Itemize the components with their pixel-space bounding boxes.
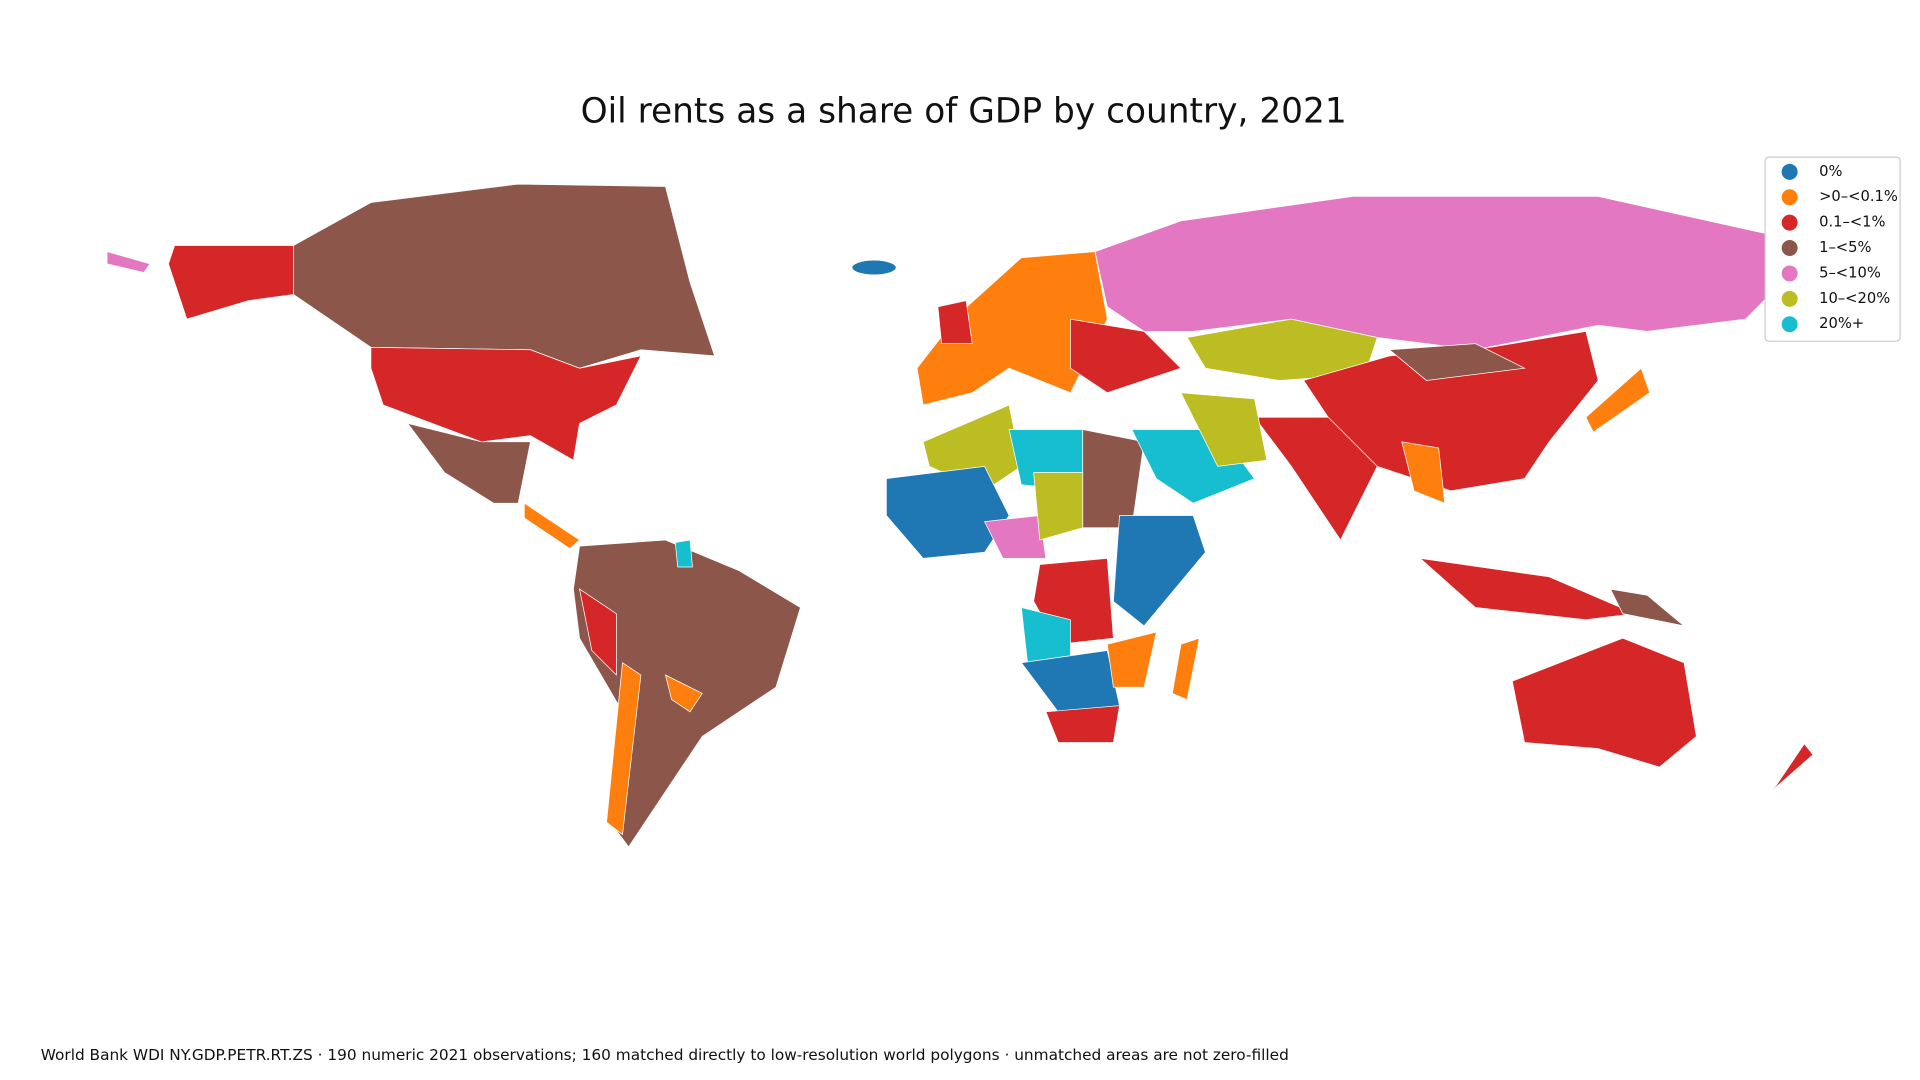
legend-box [1764,156,1901,342]
country-region [370,346,642,461]
country-region [983,515,1047,559]
legend-swatch [1781,163,1798,180]
legend-swatch [1781,214,1798,231]
legend-swatch [1781,290,1798,307]
country-region [168,245,294,320]
country-region [106,251,151,273]
legend-swatch [1781,189,1798,206]
legend-label: 5–<10% [1819,264,1881,281]
country-region [1070,318,1182,394]
country-region [1511,637,1697,768]
footnote: World Bank WDI NY.GDP.PETR.RT.ZS · 190 n… [41,1046,1289,1064]
legend-swatch [1781,265,1798,282]
country-region [1388,343,1526,381]
country-region [406,422,531,504]
legend-label: 20%+ [1819,315,1864,332]
country-region [922,404,1022,492]
country-region [1585,367,1651,433]
legend-swatch [1781,316,1798,333]
country-region [1419,557,1637,621]
country-region [1253,416,1378,541]
country-region [664,674,703,713]
country-region [937,300,973,345]
legend-label: 0% [1819,163,1842,180]
country-region [1609,588,1685,627]
legend-label: >0–<0.1% [1819,188,1898,205]
country-region [1106,631,1157,688]
country-region [523,502,581,550]
country-region [293,183,716,369]
country-region [606,662,642,836]
country-region [1113,515,1206,627]
country-region [1763,743,1814,799]
legend-label: 0.1–<1% [1819,214,1885,231]
country-region [1401,441,1446,504]
country-region [674,539,693,568]
map-area [106,183,1820,848]
legend-label: 1–<5% [1819,239,1871,256]
legend-swatch [1781,240,1798,257]
country-region [1082,429,1145,529]
country-region [885,465,1010,559]
country-region [1180,392,1268,467]
country-region [1171,637,1200,701]
country-region [1094,195,1820,351]
country-region [579,588,617,676]
legend: 0% >0–<0.1% 0.1–<1% 1–<5% 5–<10% 10–<20% 20%+ [1764,156,1901,342]
legend-label: 10–<20% [1819,290,1890,307]
country-region [1045,705,1120,743]
map-title: Oil rents as a share of GDP by country, … [581,91,1347,131]
country-region [1033,472,1084,541]
country-region [851,259,897,276]
